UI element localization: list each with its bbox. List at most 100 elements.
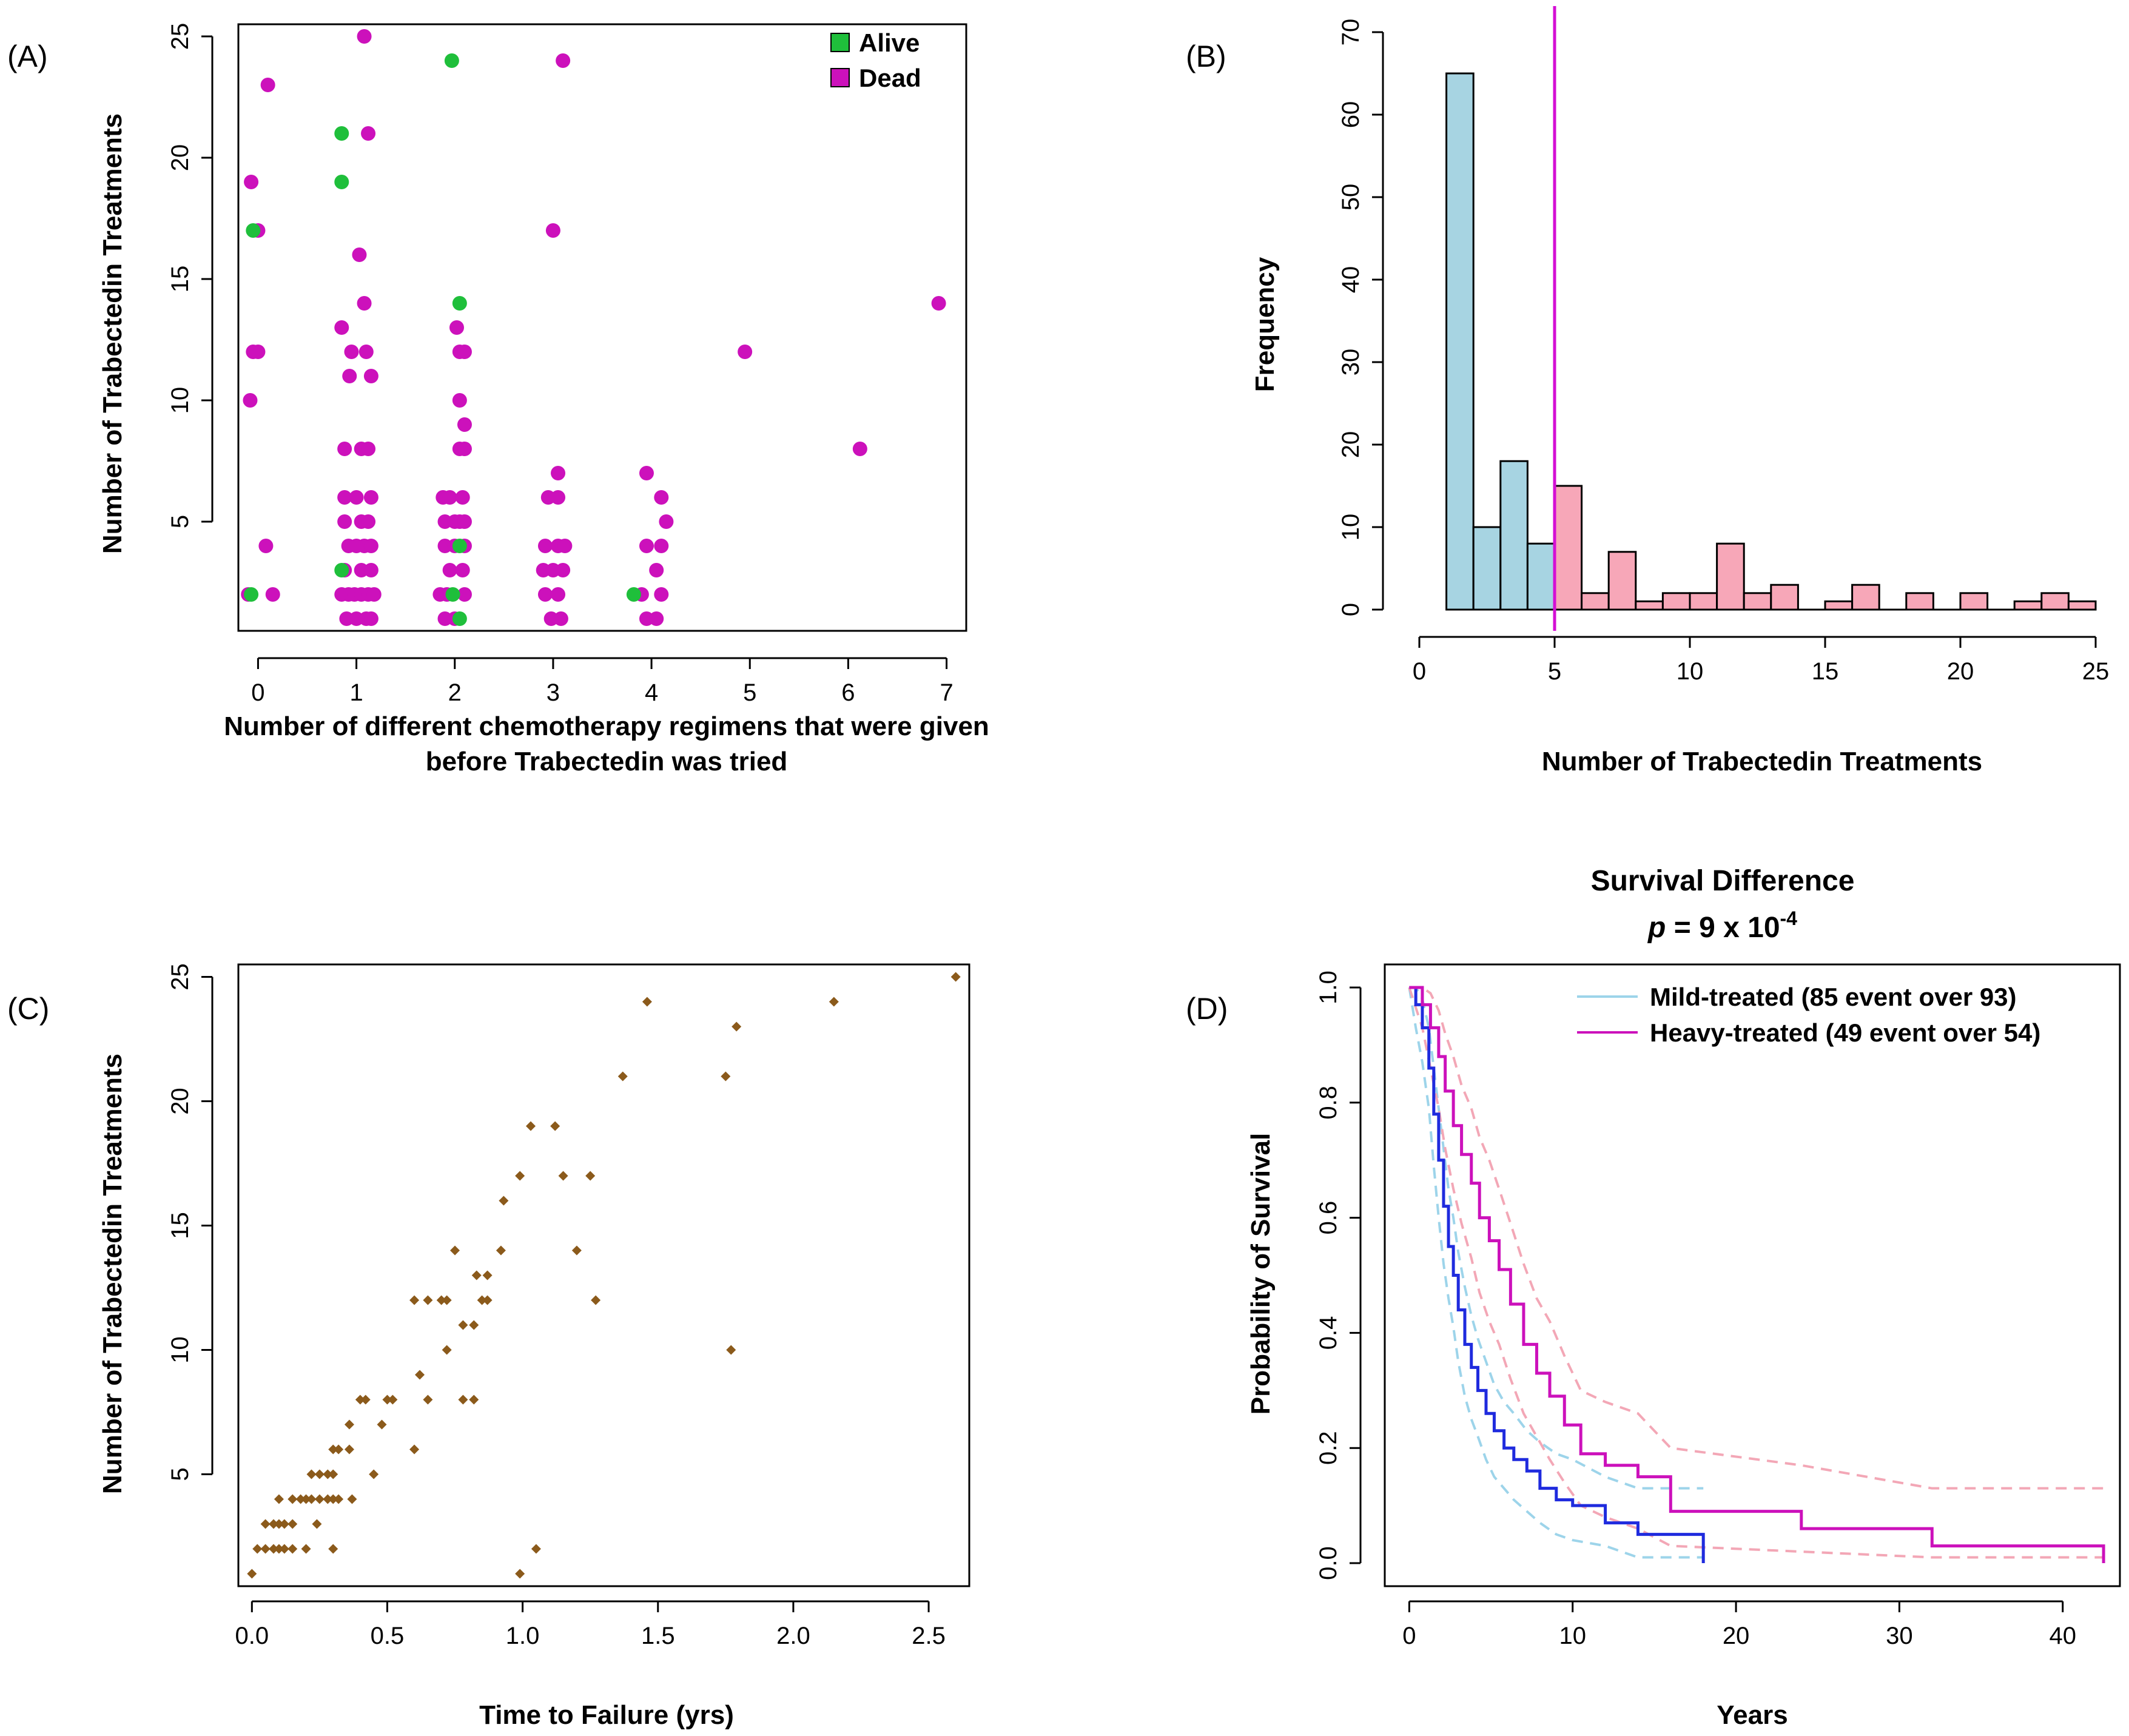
panel-c-y-tick-label: 5	[167, 1467, 193, 1481]
point	[314, 1494, 325, 1504]
panel-b-y-tick-label: 60	[1337, 101, 1364, 129]
histogram-bar	[1959, 592, 1989, 611]
panel-c-y-label: Number of Trabectedin Treatments	[98, 1054, 127, 1494]
panel-a-x-tick-label: 6	[841, 679, 855, 706]
panel-d-y-axis: 0.0 0.2 0.4 0.6 0.8 1.0	[1315, 971, 1362, 1580]
histogram-bar	[1689, 592, 1718, 611]
panel-c-x-tick-label: 1.0	[506, 1623, 540, 1649]
panel-c-y-axis: 5 10 15 20 25	[167, 963, 214, 1481]
point	[526, 1121, 536, 1131]
legend-label-heavy: Heavy-treated (49 event over 54)	[1650, 1018, 2040, 1047]
point	[482, 1270, 493, 1280]
point-alive	[626, 587, 641, 602]
point	[617, 1071, 628, 1082]
point	[328, 1544, 338, 1554]
panel-d-x-axis: 0 10 20 30 40	[1402, 1600, 2076, 1649]
point	[355, 1395, 365, 1405]
panel-c: 0.0 0.5 1.0 1.5 2.0 2.5 5 10 15 20 25 Time to Fai…	[98, 963, 970, 1730]
panel-a-x-axis: 0 1 2 3 4 5 6 7	[251, 657, 954, 706]
point-dead	[449, 320, 464, 335]
point-dead	[357, 29, 372, 44]
point-dead	[659, 514, 674, 529]
point	[312, 1519, 322, 1529]
mild-ci-upper	[1409, 986, 1704, 1490]
point	[344, 1444, 354, 1455]
panel-b-y-label: Frequency	[1250, 257, 1280, 392]
point	[415, 1370, 425, 1380]
point-dead	[442, 563, 457, 577]
point-dead	[738, 345, 753, 359]
point-dead	[265, 587, 280, 602]
point	[288, 1494, 298, 1504]
point-dead	[654, 490, 669, 505]
point-alive	[334, 563, 349, 577]
point	[442, 1295, 452, 1305]
panel-b: 0 5 10 15 20 25 0 10 20 30 40 50 60 70 Number of Tra…	[1250, 6, 2109, 776]
point	[274, 1494, 284, 1504]
legend-label-mild: Mild-treated (85 event over 93)	[1650, 983, 2017, 1011]
histogram-bar	[1607, 551, 1637, 611]
legend-swatch-alive	[830, 33, 850, 52]
point	[591, 1295, 601, 1305]
point	[344, 1419, 354, 1430]
point-dead	[363, 563, 378, 577]
point	[469, 1395, 479, 1405]
point	[377, 1419, 387, 1430]
panel-d: Survival Difference p = 9 x 10-4 0 10 20 30…	[1246, 865, 2121, 1730]
point-dead	[337, 514, 352, 529]
panel-d-subtitle-p: p	[1647, 912, 1666, 944]
point-dead	[931, 296, 946, 311]
point	[442, 1345, 452, 1355]
point	[496, 1245, 506, 1256]
legend-label-alive: Alive	[859, 29, 920, 57]
panel-a-x-tick-label: 7	[940, 679, 953, 706]
point	[571, 1245, 582, 1256]
panel-a-x-label-line-1: Number of different chemotherapy regimen…	[224, 712, 989, 741]
heavy-survival-curve	[1409, 986, 2105, 1564]
panel-b-x-tick-label: 10	[1677, 658, 1704, 685]
panel-d-plot-box	[1384, 963, 2121, 1587]
point	[499, 1196, 509, 1206]
panel-b-x-tick-label: 0	[1413, 658, 1426, 685]
histogram-bar	[1770, 584, 1799, 611]
point-dead	[244, 175, 259, 189]
panel-a-legend: Alive Dead	[830, 29, 921, 92]
point	[252, 1544, 263, 1554]
point	[469, 1320, 479, 1330]
point	[409, 1295, 420, 1305]
point-dead	[654, 539, 669, 553]
point	[423, 1395, 433, 1405]
point	[458, 1395, 468, 1405]
point-dead	[457, 345, 472, 359]
point-dead	[557, 539, 573, 553]
point-dead	[337, 442, 352, 456]
point	[274, 1544, 284, 1554]
panel-c-y-tick-label: 15	[167, 1212, 193, 1239]
point	[295, 1494, 306, 1504]
heavy-ci-upper	[1409, 986, 2104, 1490]
panel-a-x-tick-label: 5	[743, 679, 756, 706]
panel-b-x-tick-label: 15	[1812, 658, 1839, 685]
point-dead	[654, 587, 669, 602]
histogram-bar	[2040, 592, 2070, 611]
point-dead	[442, 490, 457, 505]
point-dead	[556, 53, 571, 68]
point	[328, 1469, 338, 1479]
panel-a: 0 1 2 3 4 5 6 7 5 10 15 20 25 Number of different c…	[98, 23, 989, 776]
point	[515, 1171, 525, 1181]
point-dead	[337, 490, 352, 505]
point	[726, 1345, 736, 1355]
point-alive	[452, 611, 467, 626]
point	[328, 1444, 338, 1455]
panel-d-x-label: Years	[1717, 1700, 1788, 1730]
mild-survival-curve	[1409, 986, 1705, 1564]
point	[301, 1494, 311, 1504]
point-dead	[344, 345, 359, 359]
panel-c-x-tick-label: 1.5	[641, 1623, 675, 1649]
point-dead	[545, 223, 560, 238]
histogram-bar	[1905, 592, 1934, 611]
point	[369, 1469, 379, 1479]
heavy-ci-lower	[1408, 987, 2104, 1559]
point	[388, 1395, 398, 1405]
